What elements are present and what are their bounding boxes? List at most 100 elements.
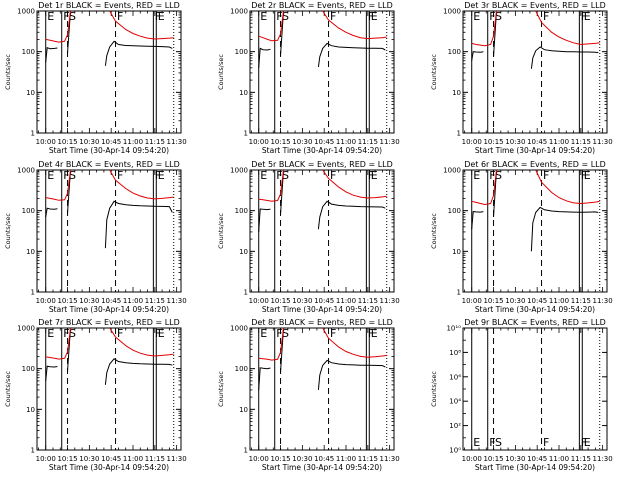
y-tick-label: 1	[457, 289, 461, 297]
x-tick-label: 10:00	[249, 297, 269, 305]
series-lld-line	[258, 327, 284, 361]
series-events-line	[45, 47, 58, 63]
plot-frame	[36, 10, 182, 134]
y-tick-label: 1	[31, 447, 35, 455]
series-events-line	[530, 206, 599, 252]
marker-label-e: E	[371, 169, 378, 182]
series-events-line	[104, 40, 173, 66]
y-tick-label: 1000	[230, 8, 248, 16]
x-tick-label: 11:15	[358, 138, 378, 146]
x-tick-label: 10:30	[505, 138, 525, 146]
plot-frame	[462, 327, 608, 451]
x-tick-label: 11:15	[145, 297, 165, 305]
series-events-line	[317, 200, 386, 230]
series-events-line	[317, 359, 386, 390]
marker-label-f: F	[117, 10, 123, 23]
marker-label-f: F	[489, 10, 495, 23]
x-tick-label: 11:15	[358, 455, 378, 463]
x-axis-label: Start Time (30-Apr-14 09:54:20)	[49, 463, 169, 472]
series-lld-line	[109, 327, 174, 357]
series-lld-line	[322, 327, 387, 358]
x-tick-label: 10:30	[79, 297, 99, 305]
y-tick-label: 10⁰	[449, 447, 461, 455]
marker-label-f: F	[543, 436, 549, 449]
series-lld-line	[471, 10, 497, 47]
x-tick-label: 10:15	[270, 297, 290, 305]
x-tick-label: 10:00	[249, 455, 269, 463]
y-axis-label: Counts/sec	[430, 213, 438, 249]
x-tick-label: 11:00	[549, 138, 569, 146]
marker-label-f: F	[368, 169, 374, 182]
y-tick-label: 100	[235, 207, 248, 215]
detector-panel-4: Det 4r BLACK = Events, RED = LLD Counts/s…	[4, 160, 187, 314]
y-tick-label: 10²	[449, 422, 461, 430]
marker-label-e: E	[47, 327, 54, 340]
x-tick-label: 10:00	[36, 297, 56, 305]
x-axis-label: Start Time (30-Apr-14 09:54:20)	[262, 146, 382, 155]
x-axis-label: Start Time (30-Apr-14 09:54:20)	[475, 146, 595, 155]
x-tick-label: 10:30	[79, 455, 99, 463]
marker-label-f: F	[581, 436, 587, 449]
x-tick-label: 11:30	[593, 138, 613, 146]
series-lld-line	[258, 169, 284, 202]
marker-label-e: E	[260, 327, 267, 340]
marker-label-s: S	[69, 10, 76, 23]
marker-label-s: S	[282, 327, 289, 340]
y-tick-label: 1000	[443, 167, 461, 175]
x-tick-label: 11:30	[380, 455, 400, 463]
x-tick-label: 10:15	[57, 455, 77, 463]
y-tick-label: 1	[457, 130, 461, 138]
y-axis-label: Counts/sec	[4, 213, 12, 249]
x-tick-label: 11:15	[571, 455, 591, 463]
series-events-line	[45, 365, 58, 381]
plot-frame	[249, 327, 395, 451]
series-lld-line	[45, 327, 71, 360]
marker-label-f: F	[368, 10, 374, 23]
x-tick-label: 11:30	[593, 297, 613, 305]
x-tick-label: 11:15	[571, 297, 591, 305]
y-tick-label: 1	[31, 130, 35, 138]
y-tick-label: 10	[452, 248, 461, 256]
y-tick-label: 100	[448, 207, 461, 215]
marker-label-e: E	[473, 169, 480, 182]
series-lld-line	[471, 169, 497, 206]
x-tick-label: 11:00	[336, 297, 356, 305]
x-tick-label: 11:15	[571, 138, 591, 146]
plot-frame	[36, 327, 182, 451]
x-tick-label: 10:45	[314, 138, 334, 146]
y-tick-label: 10⁸	[449, 349, 461, 357]
y-tick-label: 100	[235, 365, 248, 373]
x-tick-label: 11:30	[380, 297, 400, 305]
x-tick-label: 10:45	[314, 455, 334, 463]
marker-label-f: F	[117, 327, 123, 340]
series-events-line	[104, 200, 173, 249]
x-tick-label: 10:00	[462, 138, 482, 146]
plot-frame	[462, 169, 608, 293]
series-events-line	[471, 51, 484, 61]
marker-label-s: S	[495, 169, 502, 182]
marker-label-e: E	[584, 169, 591, 182]
x-tick-label: 10:00	[249, 138, 269, 146]
marker-label-f: F	[276, 169, 282, 182]
series-events-line	[258, 47, 271, 68]
panel-title: Det 2r BLACK = Events, RED = LLD	[251, 1, 393, 10]
x-tick-label: 11:30	[593, 455, 613, 463]
x-tick-label: 11:15	[145, 455, 165, 463]
panel-title: Det 4r BLACK = Events, RED = LLD	[38, 160, 180, 169]
x-axis-label: Start Time (30-Apr-14 09:54:20)	[475, 463, 595, 472]
marker-label-f: F	[330, 10, 336, 23]
y-axis-label: Counts/sec	[217, 54, 225, 90]
detector-panel-9: Det 9r BLACK = Events, RED = LLD Counts/s…	[430, 318, 613, 472]
series-lld-line	[109, 169, 174, 200]
x-tick-label: 10:15	[57, 138, 77, 146]
x-tick-label: 10:30	[292, 455, 312, 463]
x-tick-label: 10:45	[101, 138, 121, 146]
y-tick-label: 1000	[230, 325, 248, 333]
x-axis-label: Start Time (30-Apr-14 09:54:20)	[475, 305, 595, 314]
y-tick-label: 100	[448, 48, 461, 56]
marker-label-e: E	[158, 169, 165, 182]
marker-label-f: F	[155, 169, 161, 182]
y-axis-label: Counts/sec	[4, 54, 12, 90]
panel-title: Det 1r BLACK = Events, RED = LLD	[38, 1, 180, 10]
series-lld-line	[109, 10, 174, 40]
